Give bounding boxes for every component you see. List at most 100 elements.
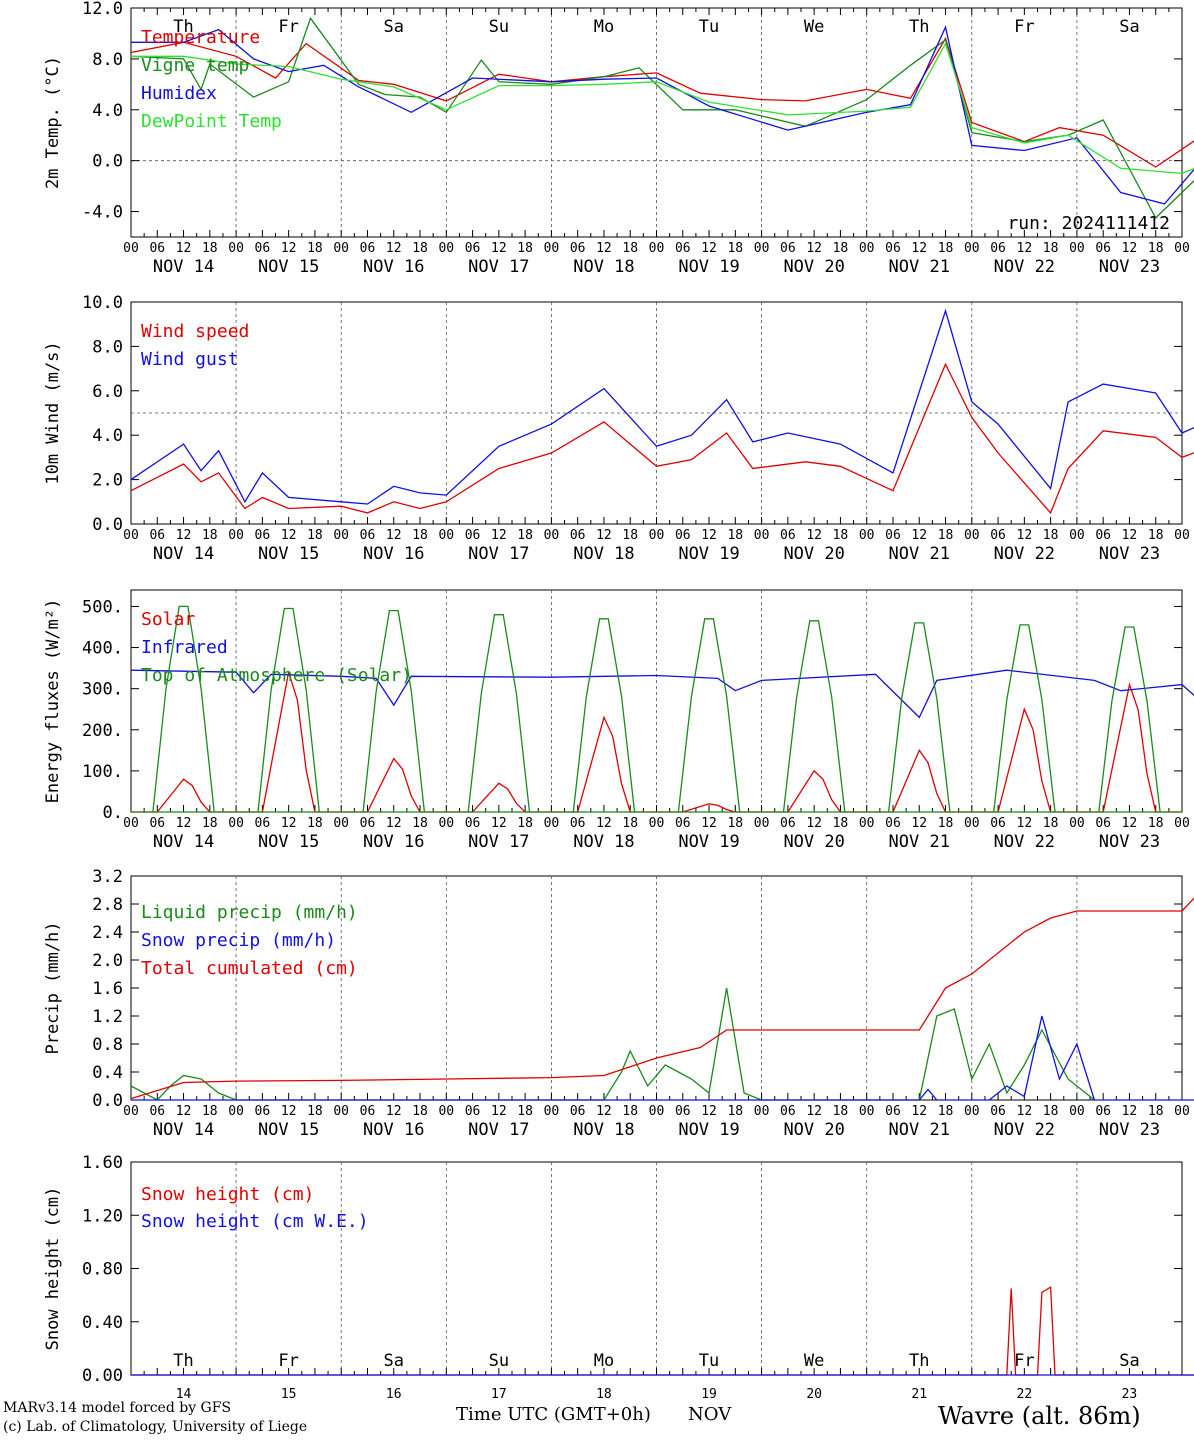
x-axis-label: Time UTC (GMT+0h) (456, 1404, 651, 1425)
hour-tick-label: 12 (1017, 816, 1033, 831)
hour-tick-label: 18 (622, 1104, 638, 1119)
legend-entry: Snow height (cm W.E.) (141, 1211, 369, 1232)
hour-tick-label: 06 (1095, 241, 1111, 256)
hour-tick-label: 06 (465, 1104, 481, 1119)
date-label: NOV 19 (678, 1120, 739, 1140)
hour-tick-label: 06 (360, 816, 376, 831)
legend-entry: Temperature (141, 27, 260, 48)
hour-tick-label: 18 (517, 1104, 533, 1119)
hour-tick-label: 00 (438, 241, 454, 256)
hour-tick-label: 12 (701, 241, 717, 256)
y-tick-label: 0.8 (92, 1035, 123, 1055)
hour-tick-label: 18 (622, 816, 638, 831)
hour-tick-label: 00 (859, 816, 875, 831)
hour-tick-label: 12 (386, 816, 402, 831)
hour-tick-label: 18 (517, 816, 533, 831)
hour-tick-label: 12 (1122, 816, 1138, 831)
y-tick-label: 0.4 (92, 1063, 123, 1083)
hour-tick-label: 06 (465, 816, 481, 831)
hour-tick-label: 18 (727, 1104, 743, 1119)
legend-entry: DewPoint Temp (141, 111, 282, 132)
legend-entry: Total cumulated (cm) (141, 958, 358, 979)
hour-tick-label: 12 (911, 528, 927, 543)
day-name: We (804, 17, 824, 37)
hour-tick-label: 12 (1017, 528, 1033, 543)
hour-tick-label: 00 (438, 1104, 454, 1119)
date-label: NOV 21 (889, 544, 950, 564)
y-tick-label: 4.0 (92, 101, 123, 121)
hour-tick-label: 12 (1122, 1104, 1138, 1119)
day-name: Fr (278, 17, 298, 37)
hour-tick-label: 00 (544, 528, 560, 543)
hour-tick-label: 00 (544, 1104, 560, 1119)
hour-tick-label: 06 (780, 816, 796, 831)
hour-tick-label: 12 (596, 816, 612, 831)
day-number: 14 (176, 1387, 192, 1402)
hour-tick-label: 06 (255, 1104, 271, 1119)
hour-tick-label: 00 (859, 528, 875, 543)
hour-tick-label: 18 (938, 241, 954, 256)
hour-tick-label: 12 (1122, 528, 1138, 543)
date-label: NOV 19 (678, 544, 739, 564)
hour-tick-label: 18 (938, 816, 954, 831)
y-tick-label: 100. (82, 762, 123, 782)
date-label: NOV 20 (783, 544, 844, 564)
date-label: NOV 22 (994, 544, 1055, 564)
hour-tick-label: 00 (1069, 816, 1085, 831)
date-label: NOV 14 (153, 1120, 214, 1140)
y-axis-label: 10m Wind (m/s) (43, 341, 63, 484)
y-tick-label: 200. (82, 721, 123, 741)
hour-tick-label: 12 (1122, 241, 1138, 256)
hour-tick-label: 18 (727, 528, 743, 543)
hour-tick-label: 18 (1148, 816, 1164, 831)
hour-tick-label: 06 (360, 528, 376, 543)
hour-tick-label: 06 (360, 241, 376, 256)
hour-tick-label: 00 (123, 816, 139, 831)
series-line (131, 25, 1194, 205)
legend-entry: Humidex (141, 83, 217, 104)
hour-tick-label: 18 (307, 241, 323, 256)
date-label: NOV 19 (678, 257, 739, 277)
hour-tick-label: 18 (1043, 816, 1059, 831)
date-label: NOV 15 (258, 544, 319, 564)
hour-tick-label: 12 (911, 241, 927, 256)
hour-tick-label: 06 (360, 1104, 376, 1119)
hour-tick-label: 00 (228, 816, 244, 831)
date-label: NOV 22 (994, 832, 1055, 852)
day-number: 16 (386, 1387, 402, 1402)
hour-tick-label: 12 (281, 1104, 297, 1119)
hour-tick-label: 18 (412, 1104, 428, 1119)
hour-tick-label: 18 (1148, 528, 1164, 543)
day-name: Fr (1014, 17, 1034, 37)
day-name: Th (909, 1351, 929, 1371)
hour-tick-label: 00 (1174, 1104, 1190, 1119)
date-label: NOV 17 (468, 544, 529, 564)
hour-tick-label: 12 (701, 528, 717, 543)
y-tick-label: 4.0 (92, 426, 123, 446)
hour-tick-label: 06 (1095, 816, 1111, 831)
day-name: Mo (594, 17, 614, 37)
hour-tick-label: 12 (491, 816, 507, 831)
hour-tick-label: 12 (281, 816, 297, 831)
date-label: NOV 23 (1099, 1120, 1160, 1140)
hour-tick-label: 12 (911, 1104, 927, 1119)
day-name: Sa (1119, 17, 1139, 37)
hour-tick-label: 00 (1069, 528, 1085, 543)
legend-entry: Infrared (141, 637, 228, 658)
series-line (130, 16, 1194, 219)
day-name: Th (173, 1351, 193, 1371)
date-label: NOV 22 (994, 1120, 1055, 1140)
hour-tick-label: 12 (1017, 241, 1033, 256)
hour-tick-label: 18 (202, 528, 218, 543)
hour-tick-label: 06 (149, 816, 165, 831)
y-tick-label: 300. (82, 680, 123, 700)
y-tick-label: 2.0 (92, 471, 123, 491)
legend-entry: Liquid precip (mm/h) (141, 902, 358, 923)
hour-tick-label: 18 (1148, 241, 1164, 256)
date-label: NOV 21 (889, 1120, 950, 1140)
y-tick-label: 0.40 (82, 1313, 123, 1333)
hour-tick-label: 00 (1174, 816, 1190, 831)
hour-tick-label: 18 (1043, 241, 1059, 256)
legend-entry: Top of Atmosphere (Solar) (141, 665, 412, 686)
hour-tick-label: 18 (202, 241, 218, 256)
